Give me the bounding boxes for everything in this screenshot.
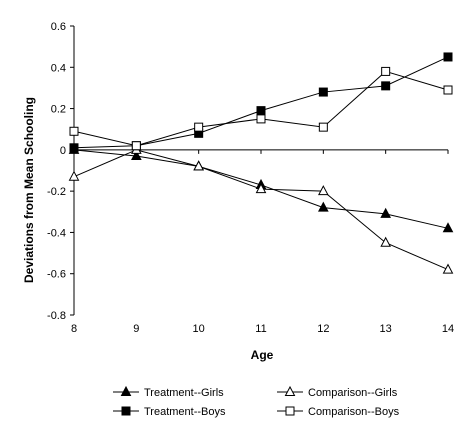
y-tick-label: 0.4 [51, 62, 66, 74]
x-axis-title: Age [251, 348, 274, 362]
y-tick-label: -0.4 [47, 227, 66, 239]
series-3 [69, 66, 453, 151]
legend-label: Treatment--Boys [144, 406, 226, 418]
data-point [256, 106, 266, 116]
data-point [381, 81, 391, 91]
series-2 [69, 52, 453, 153]
legend-marker [120, 385, 132, 396]
legend-label: Comparison--Boys [308, 406, 400, 418]
data-point [68, 170, 80, 181]
data-point [131, 149, 142, 161]
data-point [442, 263, 454, 274]
data-point [131, 141, 141, 151]
data-point [381, 66, 391, 76]
data-point [443, 85, 453, 95]
data-point [69, 143, 79, 153]
series-layer [68, 52, 454, 274]
series-1 [68, 143, 454, 274]
data-point [442, 222, 454, 233]
data-point [69, 126, 79, 136]
x-tick-label: 14 [442, 323, 454, 335]
x-ticks: 8 9 10 11 12 13 14 [71, 149, 454, 335]
data-point [193, 160, 204, 171]
x-tick-label: 13 [380, 323, 392, 335]
legend-marker [285, 406, 295, 416]
y-tick-label: 0.6 [51, 21, 66, 33]
x-tick-label: 11 [255, 323, 266, 335]
y-tick-label: -0.6 [47, 269, 66, 281]
data-point [443, 52, 453, 62]
data-point [318, 201, 329, 212]
legend-item: Comparison--Girls [277, 385, 398, 399]
series-line [73, 149, 449, 271]
legend-marker [121, 406, 131, 416]
data-point [256, 114, 266, 124]
data-point [318, 122, 328, 132]
y-tick-label: -0.8 [47, 310, 66, 322]
data-point [255, 183, 267, 194]
legend-item: Treatment--Girls [113, 385, 224, 399]
series-line [73, 56, 449, 149]
legend-label: Treatment--Girls [144, 387, 224, 399]
legend: Treatment--Girls Comparison--Girls Treatme… [113, 385, 400, 418]
data-point [380, 236, 391, 247]
data-point [318, 87, 328, 97]
x-tick-label: 8 [71, 323, 77, 335]
legend-item: Comparison--Boys [277, 406, 400, 418]
data-point [194, 122, 204, 132]
y-tick-label: 0.2 [51, 104, 66, 116]
axes [73, 26, 448, 315]
x-tick-label: 10 [193, 323, 205, 335]
y-tick-label: -0.2 [47, 186, 66, 198]
y-ticks: 0.6 0.4 0.2 0 -0.2 -0.4 -0.6 -0.8 [47, 21, 74, 322]
data-point [318, 185, 329, 196]
y-tick-label: 0 [60, 145, 66, 157]
y-axis-title: Deviations from Mean Schooling [22, 97, 36, 283]
x-tick-label: 12 [317, 323, 329, 335]
legend-item: Treatment--Boys [113, 406, 226, 418]
data-point [380, 207, 391, 218]
legend-marker [284, 385, 296, 396]
x-tick-label: 9 [133, 323, 139, 335]
legend-label: Comparison--Girls [308, 387, 398, 399]
